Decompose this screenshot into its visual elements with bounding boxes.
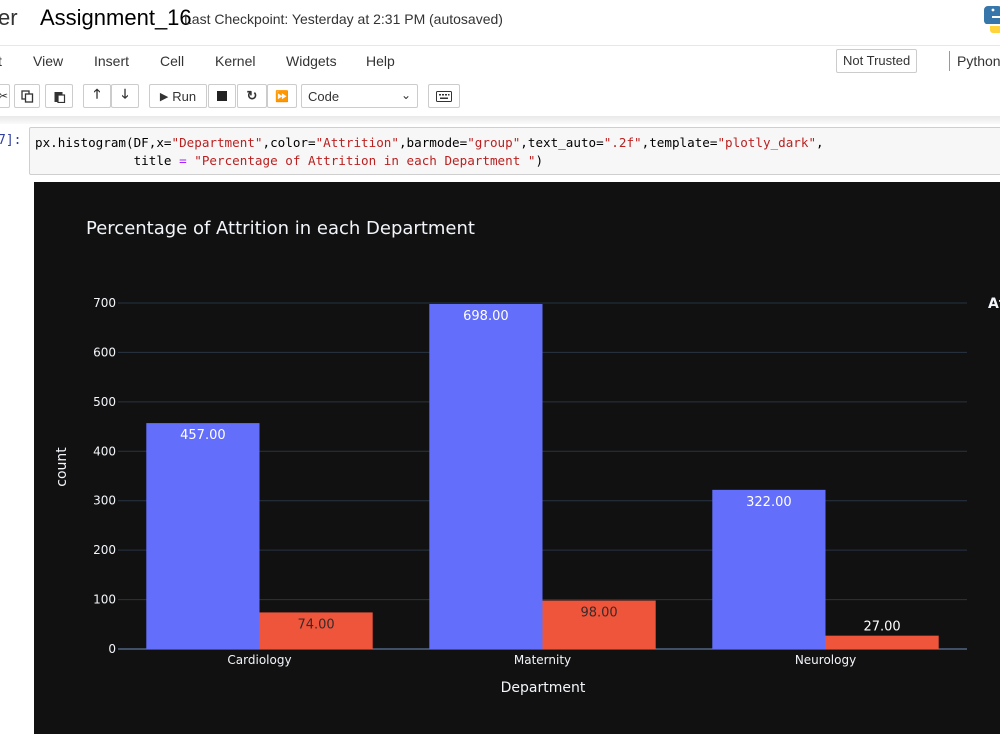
restart-run-all-button[interactable]: ⏩ bbox=[267, 84, 297, 108]
run-button[interactable]: ▶ Run bbox=[149, 84, 207, 108]
y-axis-title: count bbox=[54, 447, 70, 487]
cell-type-select[interactable]: Code ⌄ bbox=[301, 84, 418, 108]
cell-output: Percentage of Attrition in each Departme… bbox=[34, 182, 1000, 734]
bar-data-label: 27.00 bbox=[863, 620, 900, 635]
y-tick-label: 700 bbox=[93, 296, 116, 310]
menu-widgets[interactable]: Widgets bbox=[286, 53, 337, 69]
restart-icon: ↻ bbox=[246, 88, 258, 103]
move-up-button[interactable]: 🡑 bbox=[83, 84, 111, 108]
bar-data-label: 74.00 bbox=[297, 617, 334, 632]
menu-insert[interactable]: Insert bbox=[94, 53, 130, 69]
histogram-chart: Percentage of Attrition in each Departme… bbox=[54, 218, 1000, 696]
code-cell-input[interactable]: px.histogram(DF,x="Department",color="At… bbox=[29, 127, 1000, 175]
run-icon: ▶ bbox=[159, 90, 169, 103]
move-down-icon: 🡓 bbox=[121, 86, 129, 101]
cell-type-value: Code bbox=[308, 89, 340, 104]
stop-button[interactable] bbox=[208, 84, 236, 108]
move-down-button[interactable]: 🡓 bbox=[111, 84, 139, 108]
bar bbox=[825, 635, 939, 649]
x-tick-label: Maternity bbox=[514, 653, 571, 667]
bar-data-label: 98.00 bbox=[580, 606, 617, 621]
menu-kernel[interactable]: Kernel bbox=[215, 53, 256, 69]
bar-data-label: 457.00 bbox=[180, 428, 226, 443]
bar bbox=[146, 423, 260, 649]
menu-help[interactable]: Help bbox=[366, 53, 395, 69]
y-tick-label: 0 bbox=[108, 642, 116, 656]
kernel-indicator[interactable]: Python bbox=[957, 53, 1000, 69]
restart-button[interactable]: ↻ bbox=[237, 84, 267, 108]
legend-title: At bbox=[988, 296, 1000, 312]
command-palette-button[interactable] bbox=[428, 84, 460, 108]
cut-button[interactable]: ✂ bbox=[0, 84, 10, 108]
copy-button[interactable] bbox=[14, 84, 40, 108]
code-line-1: px.histogram(DF,x="Department",color="At… bbox=[35, 135, 824, 150]
cell-prompt: 7]: bbox=[0, 133, 22, 148]
kernel-separator bbox=[949, 51, 950, 71]
bar bbox=[429, 303, 543, 649]
x-tick-label: Neurology bbox=[795, 653, 856, 667]
menu-edit[interactable]: t bbox=[0, 53, 2, 69]
y-tick-label: 500 bbox=[93, 395, 116, 409]
autosave-status: (autosaved) bbox=[429, 11, 503, 27]
fast-forward-icon: ⏩ bbox=[275, 90, 289, 103]
python-logo-icon bbox=[984, 6, 1000, 33]
run-label: Run bbox=[172, 88, 197, 104]
menu-bar: t View Insert Cell Kernel Widgets Help N… bbox=[0, 45, 1000, 79]
x-axis-title: Department bbox=[501, 680, 586, 696]
checkpoint-status: Last Checkpoint: Yesterday at 2:31 PM bbox=[184, 11, 426, 27]
bar bbox=[259, 612, 373, 649]
jupyter-brand[interactable]: er bbox=[0, 5, 18, 30]
y-tick-labels: 0 100 200 300 400 500 600 700 bbox=[93, 296, 116, 656]
not-trusted-button[interactable]: Not Trusted bbox=[836, 49, 918, 73]
keyboard-icon bbox=[436, 90, 452, 102]
copy-icon bbox=[20, 89, 33, 103]
x-tick-label: Cardiology bbox=[227, 653, 291, 667]
y-tick-label: 400 bbox=[93, 444, 116, 458]
move-up-icon: 🡑 bbox=[93, 86, 101, 101]
bar-data-label: 698.00 bbox=[463, 309, 509, 324]
paste-icon bbox=[54, 91, 65, 103]
notebook-title[interactable]: Assignment_16 bbox=[40, 5, 192, 30]
y-tick-label: 100 bbox=[93, 593, 116, 607]
notebook-header: er Assignment_16 Last Checkpoint: Yester… bbox=[0, 0, 1000, 44]
chart-title: Percentage of Attrition in each Departme… bbox=[86, 218, 475, 239]
cut-icon: ✂ bbox=[0, 89, 9, 103]
chevron-down-icon: ⌄ bbox=[400, 88, 411, 102]
y-tick-label: 200 bbox=[93, 543, 116, 557]
x-tick-labels: Cardiology Maternity Neurology bbox=[227, 653, 856, 667]
toolbar: ✂ 🡑 🡓 ▶ Run ↻ ⏩ Code ⌄ bbox=[0, 78, 1000, 116]
header-shadow bbox=[0, 116, 1000, 124]
bar-data-label: 322.00 bbox=[746, 495, 792, 510]
menu-view[interactable]: View bbox=[33, 53, 64, 69]
y-tick-label: 300 bbox=[93, 494, 116, 508]
y-tick-label: 600 bbox=[93, 345, 116, 359]
paste-button[interactable] bbox=[45, 84, 73, 108]
bar bbox=[542, 600, 656, 649]
bar bbox=[712, 489, 826, 649]
stop-icon bbox=[217, 91, 227, 101]
bars: 457.00 74.00 698.00 98.00 322.00 27.00 bbox=[146, 303, 939, 649]
menu-cell[interactable]: Cell bbox=[160, 53, 185, 69]
code-line-2: title = "Percentage of Attrition in each… bbox=[35, 153, 544, 168]
